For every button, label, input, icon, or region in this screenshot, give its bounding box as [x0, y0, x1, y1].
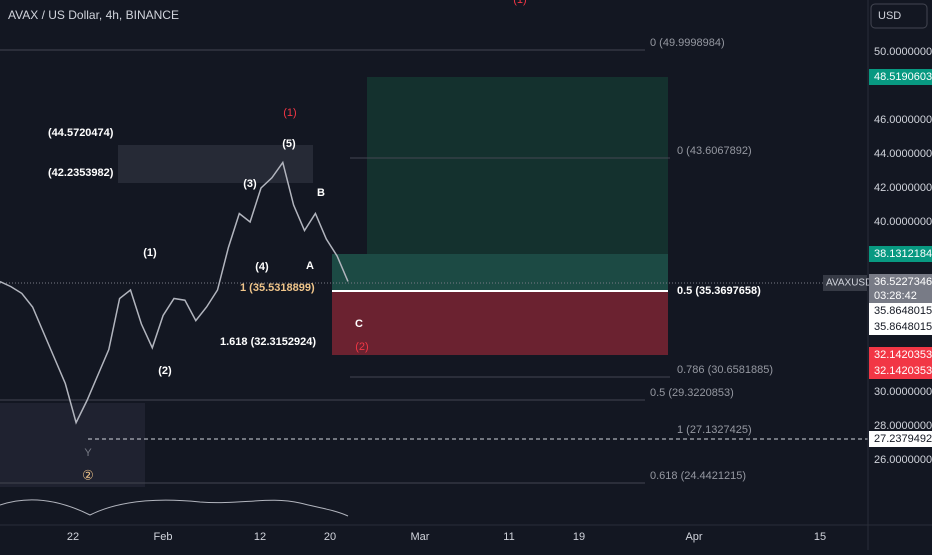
price-badge-label: 32.1420353 — [874, 365, 932, 377]
price-tick: 26.0000000 — [874, 454, 932, 466]
wave-label: A — [306, 260, 314, 272]
long-stop — [332, 291, 668, 355]
price-tick: 46.0000000 — [874, 114, 932, 126]
price-badge-label: 27.2379492 — [874, 433, 932, 445]
symbol: AVAXUSD — [826, 278, 872, 289]
price-badge — [869, 319, 932, 335]
symbol-badge — [823, 275, 867, 291]
chart-title: AVAX / US Dollar, 4h, BINANCE — [8, 8, 179, 22]
wave-label: (1) — [513, 0, 526, 6]
fib-label: 0.618 (24.4421215) — [650, 470, 746, 482]
price-tick: 28.0000000 — [874, 420, 932, 432]
time-label: 22 — [67, 531, 79, 543]
fib-label: 1 (27.1327425) — [677, 424, 752, 436]
price-badge — [869, 303, 932, 319]
wave-label: (1) — [283, 107, 296, 119]
time-label: 15 — [814, 531, 826, 543]
price-badge — [869, 363, 932, 379]
price-badge — [869, 246, 932, 262]
wave-label: (3) — [243, 178, 257, 190]
price-badge-label: 36.5227346 — [874, 276, 932, 288]
fib-label: (44.5720474) — [48, 127, 114, 139]
price-badge-label: 32.1420353 — [874, 349, 932, 361]
fib-label: 1.618 (32.3152924) — [220, 336, 316, 348]
price-badge-label: 03:28:42 — [874, 290, 917, 302]
fib-label: 0.786 (30.6581885) — [677, 364, 773, 376]
fib-label: (42.2353982) — [48, 167, 114, 179]
long-target — [367, 77, 668, 254]
wave-label: (5) — [282, 138, 296, 150]
time-label: 19 — [573, 531, 585, 543]
price-tick: 30.0000000 — [874, 386, 932, 398]
indicator — [0, 499, 349, 517]
fib-label: 0.5 (35.3697658) — [677, 285, 761, 297]
fib-label: 0.5 (29.3220853) — [650, 387, 734, 399]
price-tick: 42.0000000 — [874, 182, 932, 194]
fib-label: 0 (49.9998984) — [650, 37, 725, 49]
time-label: Apr — [685, 531, 702, 543]
time-label: 12 — [254, 531, 266, 543]
wave-label: (1) — [143, 247, 157, 259]
wave-label: (2) — [158, 365, 172, 377]
zone-box — [118, 145, 313, 183]
price-badge — [869, 347, 932, 363]
price-badge-label: 35.8648015 — [874, 305, 932, 317]
wave-label: B — [317, 187, 325, 199]
wave-label: (4) — [255, 261, 269, 273]
wave-label: C — [355, 318, 363, 330]
price-tick: 40.0000000 — [874, 216, 932, 228]
time-label: 11 — [503, 531, 514, 543]
price-badge — [869, 288, 932, 304]
wave-label: ② — [82, 467, 94, 482]
price-badge-label: 48.5190603 — [874, 71, 932, 83]
price-tick: 44.0000000 — [874, 148, 932, 160]
price-badge-label: 35.8648015 — [874, 321, 932, 333]
currency-button[interactable] — [870, 3, 928, 29]
fib-label: 0 (43.6067892) — [677, 145, 752, 157]
fib-label: 1 (35.5318899) — [240, 282, 315, 294]
time-label: 20 — [324, 531, 336, 543]
price-badge — [869, 431, 932, 447]
price-badge-label: 38.1312184 — [874, 248, 932, 260]
zone-box — [0, 403, 145, 487]
wave-label: (2) — [355, 341, 368, 353]
time-label: Feb — [154, 531, 173, 543]
currency[interactable]: USD — [878, 10, 901, 22]
price-tick: 50.0000000 — [874, 46, 932, 58]
long-profit — [332, 254, 668, 291]
price-path — [0, 160, 349, 425]
price-badge — [869, 69, 932, 85]
wave-label: Y — [84, 447, 92, 459]
price-badge — [869, 274, 932, 290]
time-label: Mar — [411, 531, 430, 543]
